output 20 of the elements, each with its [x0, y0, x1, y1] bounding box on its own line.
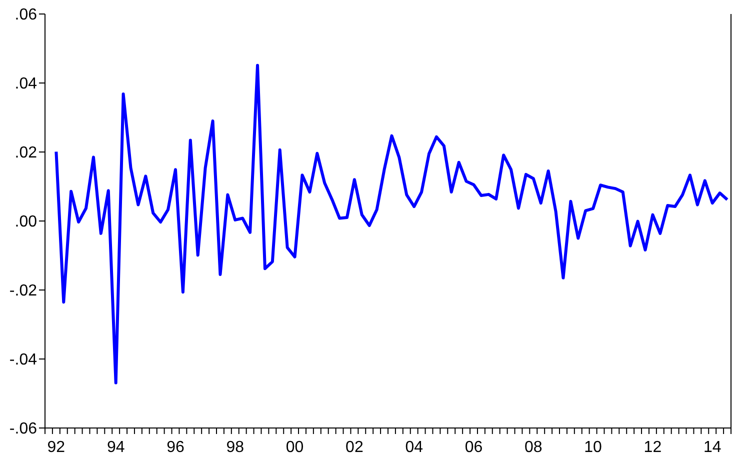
x-tick-label: 12	[644, 439, 662, 456]
y-tick-label: .06	[14, 6, 38, 24]
y-tick-label: .02	[14, 144, 38, 162]
x-tick-label: 92	[47, 439, 66, 456]
x-tick-label: 00	[286, 439, 304, 456]
y-tick-label: -.04	[9, 352, 38, 369]
y-tick-label: -.06	[9, 420, 38, 438]
x-tick-label: 08	[524, 439, 542, 456]
x-tick-label: 04	[405, 439, 424, 456]
x-tick-label: 10	[584, 439, 602, 456]
x-tick-label: 96	[166, 439, 184, 456]
y-tick-label: -.02	[9, 282, 38, 300]
x-tick-label: 14	[703, 439, 722, 456]
x-tick-label: 98	[226, 439, 244, 456]
x-tick-label: 94	[106, 439, 125, 456]
x-tick-label: 06	[464, 439, 483, 456]
x-tick-label: 02	[346, 439, 364, 456]
y-tick-label: .04	[14, 76, 38, 93]
line-series	[54, 64, 729, 384]
y-tick-label: .00	[14, 214, 38, 231]
